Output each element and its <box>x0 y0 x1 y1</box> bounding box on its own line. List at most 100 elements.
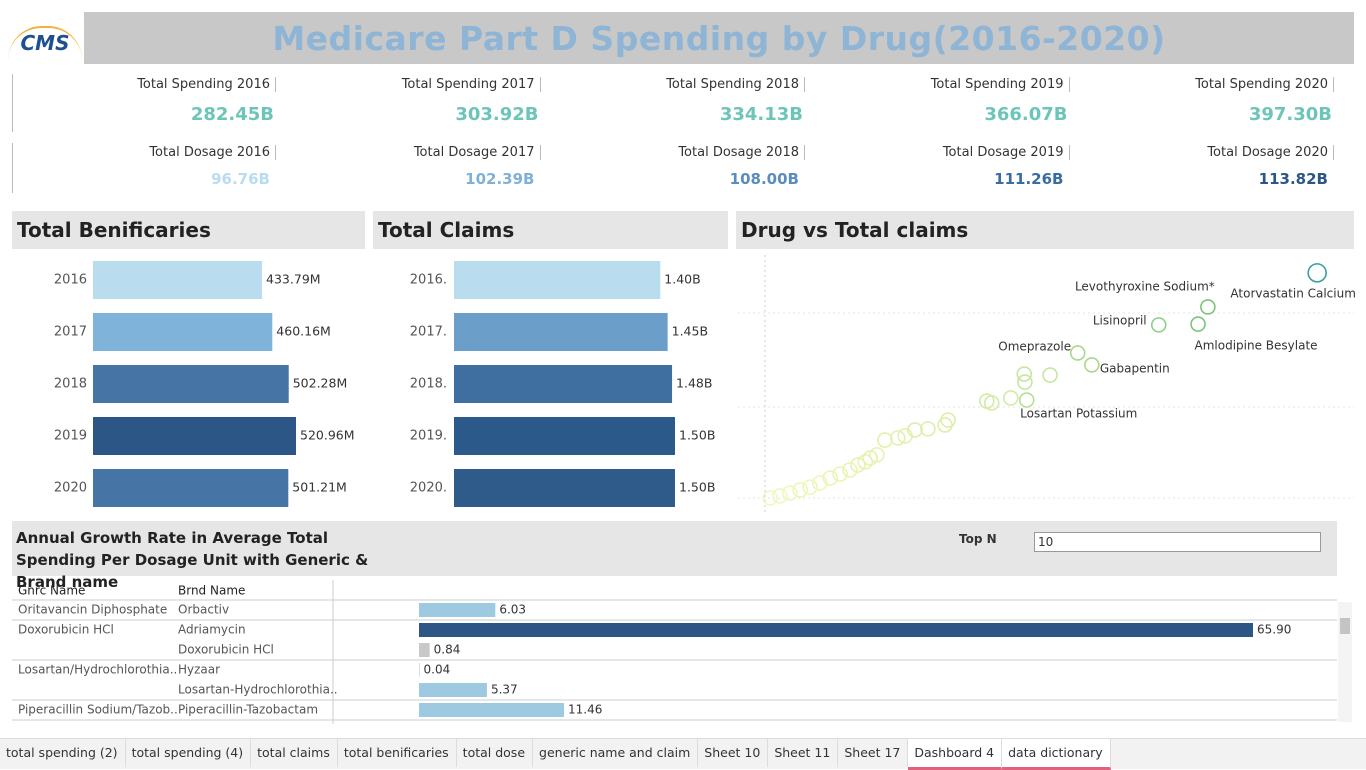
category-label: 2018 <box>54 377 87 392</box>
kpi-label: Total Spending 2019 <box>806 77 1070 92</box>
kpi-label: Total Spending 2020 <box>1070 77 1334 92</box>
generic-name: Doxorubicin HCl <box>18 623 114 637</box>
scatter-point <box>920 421 936 437</box>
kpi-label: Total Dosage 2017 <box>277 145 541 160</box>
scatter-point <box>792 482 808 498</box>
value-label: 6.03 <box>499 603 526 617</box>
tab[interactable]: total spending (2) <box>0 739 126 767</box>
chart-title: Total Benificaries <box>17 218 211 242</box>
kpi-value: 108.00B <box>729 170 799 188</box>
scatter-point <box>832 466 848 482</box>
tab[interactable]: Sheet 11 <box>768 739 839 767</box>
brand-name: Losartan-Hydrochlorothia.. <box>178 683 338 697</box>
point-label: Atorvastatin Calcium <box>1230 286 1356 300</box>
chart-title: Annual Growth Rate in Average Total Spen… <box>16 529 369 591</box>
value-label: 5.37 <box>491 683 518 697</box>
chart-title: Total Claims <box>378 218 515 242</box>
scatter-point <box>1017 374 1033 390</box>
scatter-point <box>850 457 866 473</box>
point-label: Losartan Potassium <box>1020 407 1137 421</box>
scatter-point <box>869 447 885 463</box>
category-label: 2016 <box>54 273 87 288</box>
kpi-value: 111.26B <box>994 170 1064 188</box>
point-label: Gabapentin <box>1100 361 1170 375</box>
category-label: 2019 <box>54 429 87 444</box>
category-label: 2019. <box>410 429 447 444</box>
kpi-value: 96.76B <box>211 170 270 188</box>
value-label: 520.96M <box>300 428 355 443</box>
generic-name: Losartan/Hydrochlorothia.. <box>18 663 177 677</box>
kpi-label: Total Spending 2018 <box>541 77 805 92</box>
tab[interactable]: total dose <box>457 739 534 767</box>
brand-name: Hyzaar <box>178 663 220 677</box>
value-label: 460.16M <box>276 324 331 339</box>
kpi-label: Total Dosage 2016 <box>12 145 276 160</box>
kpi-row <box>12 74 1355 132</box>
scatter-point <box>1200 299 1216 315</box>
scatter-point <box>937 417 953 433</box>
scatter-point <box>1042 367 1058 383</box>
panel-header: Total Benificaries <box>12 211 365 249</box>
bar <box>454 365 673 403</box>
point-label: Amlodipine Besylate <box>1195 339 1318 353</box>
kpi-label: Total Dosage 2020 <box>1070 145 1334 160</box>
logo: CMS <box>8 26 82 60</box>
point-label: Lisinopril <box>1093 313 1147 327</box>
tab[interactable]: Dashboard 4 <box>908 739 1003 770</box>
scroll-thumb <box>1340 618 1350 634</box>
bar <box>419 663 420 677</box>
tab[interactable]: Sheet 10 <box>698 739 769 767</box>
kpi-value: 303.92B <box>455 104 539 125</box>
tab[interactable]: data dictionary <box>1002 739 1111 770</box>
value-label: 0.84 <box>434 643 461 657</box>
tab[interactable]: total benificaries <box>338 739 457 767</box>
column-header: Brnd Name <box>178 584 245 598</box>
kpi-value: 282.45B <box>190 104 274 125</box>
kpi-label: Total Dosage 2019 <box>806 145 1070 160</box>
value-label: 501.21M <box>292 480 347 495</box>
scatter-point <box>857 454 874 470</box>
bar <box>93 417 296 455</box>
value-label: 11.46 <box>568 703 602 717</box>
tab[interactable]: total claims <box>251 739 338 767</box>
tab[interactable]: Sheet 17 <box>838 739 909 767</box>
filter-label: Top N <box>959 532 997 546</box>
scatter-point <box>812 475 828 491</box>
filter-input[interactable]: 10 <box>1034 532 1321 552</box>
scatter-point <box>1069 345 1086 361</box>
scatter-point <box>781 485 798 501</box>
scatter-point <box>1150 317 1167 333</box>
bar <box>454 313 668 351</box>
scatter-point <box>940 412 956 428</box>
tab[interactable]: generic name and claim <box>533 739 699 767</box>
bar <box>93 469 289 507</box>
tab[interactable]: total spending (4) <box>126 739 252 767</box>
category-label: 2020 <box>54 481 87 496</box>
brand-name: Doxorubicin HCl <box>178 643 274 657</box>
kpi-value: 397.30B <box>1248 104 1332 125</box>
chart-title: Drug vs Total claims <box>741 218 969 242</box>
value-label: 1.40B <box>664 272 700 287</box>
scatter-point <box>877 432 893 448</box>
bar <box>419 703 565 717</box>
scatter-point <box>1190 316 1206 332</box>
scatter-point <box>1084 357 1100 373</box>
category-label: 2020. <box>410 481 447 496</box>
scatter-point <box>802 479 818 495</box>
value-label: 502.28M <box>293 376 348 391</box>
scatter-point <box>1002 390 1019 406</box>
scatter-point <box>842 462 858 478</box>
kpi-value: 334.13B <box>719 104 803 125</box>
value-label: 1.50B <box>679 428 715 443</box>
bar <box>454 417 675 455</box>
kpi-label: Total Spending 2017 <box>277 77 541 92</box>
category-label: 2016. <box>410 273 447 288</box>
kpi-label: Total Spending 2016 <box>12 77 276 92</box>
scatter-point <box>889 430 906 446</box>
kpi-value: 366.07B <box>984 104 1068 125</box>
scatter-point <box>1016 366 1033 382</box>
category-label: 2017 <box>54 325 87 340</box>
category-label: 2017. <box>410 325 447 340</box>
scatter-point <box>979 393 995 409</box>
